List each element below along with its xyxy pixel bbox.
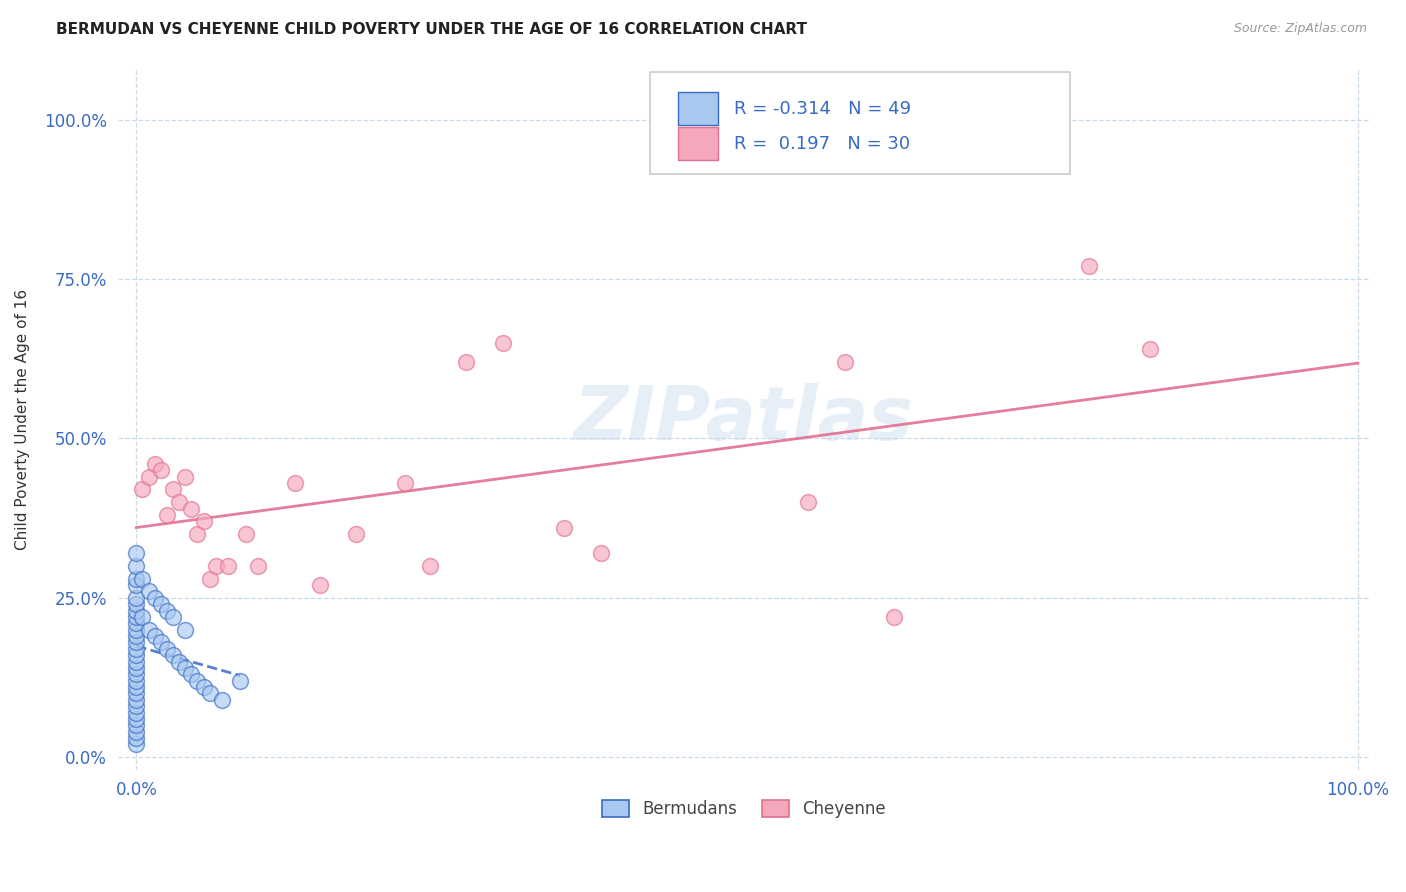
Point — [125, 629, 148, 643]
Point — [131, 610, 153, 624]
Text: ZIPatlas: ZIPatlas — [574, 383, 914, 456]
Point — [217, 558, 239, 573]
Point — [125, 667, 148, 681]
Point — [492, 335, 515, 350]
Point — [162, 610, 184, 624]
Point — [553, 521, 575, 535]
Point — [125, 591, 148, 605]
Point — [131, 572, 153, 586]
Point — [1139, 342, 1161, 356]
Point — [125, 546, 148, 560]
Point — [125, 693, 148, 707]
Point — [167, 655, 190, 669]
Text: Source: ZipAtlas.com: Source: ZipAtlas.com — [1233, 22, 1367, 36]
Point — [125, 641, 148, 656]
Point — [589, 546, 612, 560]
Point — [156, 603, 179, 617]
Point — [174, 469, 197, 483]
Point — [1078, 259, 1101, 273]
Point — [125, 635, 148, 649]
Point — [198, 686, 221, 700]
Point — [883, 610, 905, 624]
Point — [186, 527, 208, 541]
Point — [211, 693, 233, 707]
Point — [394, 476, 416, 491]
Y-axis label: Child Poverty Under the Age of 16: Child Poverty Under the Age of 16 — [15, 289, 30, 549]
Text: R = -0.314   N = 49: R = -0.314 N = 49 — [734, 100, 911, 118]
Text: R =  0.197   N = 30: R = 0.197 N = 30 — [734, 135, 910, 153]
Legend: Bermudans, Cheyenne: Bermudans, Cheyenne — [596, 793, 893, 825]
Point — [162, 483, 184, 497]
Point — [125, 718, 148, 732]
FancyBboxPatch shape — [678, 93, 718, 125]
Point — [284, 476, 307, 491]
Point — [180, 667, 202, 681]
Point — [125, 655, 148, 669]
Point — [125, 603, 148, 617]
Point — [204, 558, 226, 573]
Point — [131, 483, 153, 497]
Point — [125, 738, 148, 752]
Point — [162, 648, 184, 663]
FancyBboxPatch shape — [650, 72, 1070, 174]
Point — [247, 558, 270, 573]
Point — [138, 469, 160, 483]
Point — [125, 699, 148, 714]
FancyBboxPatch shape — [678, 128, 718, 160]
Point — [125, 648, 148, 663]
Point — [125, 706, 148, 720]
Point — [125, 661, 148, 675]
Point — [125, 680, 148, 694]
Point — [156, 641, 179, 656]
Point — [186, 673, 208, 688]
Text: BERMUDAN VS CHEYENNE CHILD POVERTY UNDER THE AGE OF 16 CORRELATION CHART: BERMUDAN VS CHEYENNE CHILD POVERTY UNDER… — [56, 22, 807, 37]
Point — [344, 527, 367, 541]
Point — [143, 591, 166, 605]
Point — [308, 578, 330, 592]
Point — [138, 584, 160, 599]
Point — [149, 635, 172, 649]
Point — [174, 623, 197, 637]
Point — [456, 355, 478, 369]
Point — [180, 501, 202, 516]
Point — [125, 558, 148, 573]
Point — [229, 673, 252, 688]
Point — [143, 629, 166, 643]
Point — [418, 558, 440, 573]
Point — [149, 463, 172, 477]
Point — [125, 572, 148, 586]
Point — [125, 597, 148, 611]
Point — [156, 508, 179, 522]
Point — [125, 578, 148, 592]
Point — [125, 686, 148, 700]
Point — [149, 597, 172, 611]
Point — [125, 712, 148, 726]
Point — [834, 355, 856, 369]
Point — [167, 495, 190, 509]
Point — [125, 673, 148, 688]
Point — [174, 661, 197, 675]
Point — [138, 623, 160, 637]
Point — [235, 527, 257, 541]
Point — [125, 623, 148, 637]
Point — [193, 514, 215, 528]
Point — [125, 616, 148, 631]
Point — [143, 457, 166, 471]
Point — [125, 731, 148, 745]
Point — [125, 724, 148, 739]
Point — [797, 495, 820, 509]
Point — [198, 572, 221, 586]
Point — [125, 610, 148, 624]
Point — [193, 680, 215, 694]
